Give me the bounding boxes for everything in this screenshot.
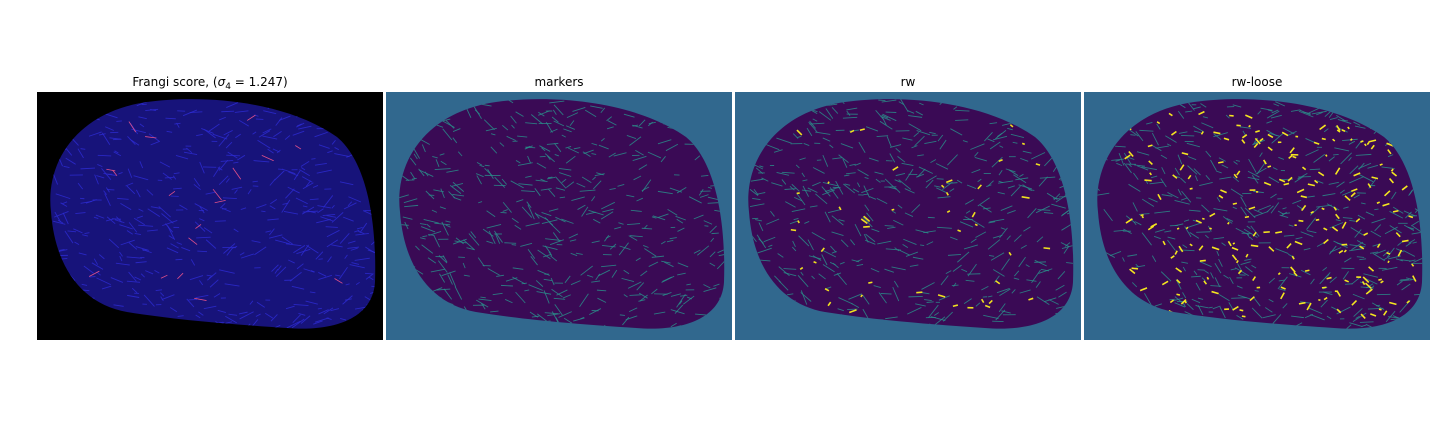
tissue-region — [399, 99, 725, 329]
rw-loose-svg — [1084, 92, 1430, 340]
frangi-title-suffix: = 1.247) — [230, 75, 288, 89]
frangi-title-prefix: Frangi score, ( — [132, 75, 218, 89]
rw-image — [735, 92, 1081, 340]
tissue-region — [748, 99, 1074, 329]
markers-svg — [386, 92, 732, 340]
panel-title-rw-loose: rw-loose — [1231, 75, 1283, 89]
tissue-region — [50, 99, 376, 329]
rw-loose-image — [1084, 92, 1430, 340]
frangi-score-svg — [37, 92, 383, 340]
frangi-title-symbol: σ — [217, 75, 226, 89]
frangi-title-subscript: 4 — [225, 82, 231, 92]
panel-title-frangi: Frangi score, (σ4 = 1.247) — [37, 74, 383, 92]
rw-svg — [735, 92, 1081, 340]
panel-title-rw: rw — [900, 75, 916, 89]
panel-title-markers: markers — [534, 75, 584, 89]
markers-image — [386, 92, 732, 340]
frangi-score-image — [37, 92, 383, 340]
